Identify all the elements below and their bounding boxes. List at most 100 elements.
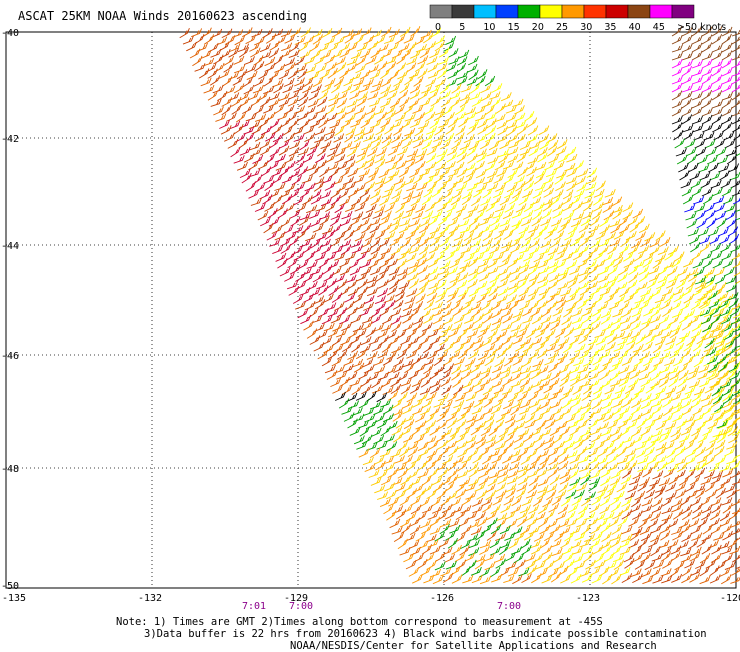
wind-barb — [450, 98, 460, 108]
wind-barb — [369, 470, 379, 478]
wind-barb — [222, 97, 232, 106]
wind-barb — [300, 119, 310, 129]
wind-barb — [428, 63, 438, 72]
wind-barb — [467, 279, 477, 288]
wind-barb — [506, 121, 517, 129]
wind-barb — [208, 43, 218, 52]
wind-barb — [415, 413, 425, 422]
wind-barb — [461, 525, 471, 535]
wind-barb — [422, 323, 432, 332]
wind-barb — [560, 526, 570, 534]
wind-barb — [260, 43, 270, 51]
wind-barb — [283, 85, 293, 93]
wind-barb — [449, 56, 460, 64]
wind-barb — [544, 357, 554, 365]
wind-barb — [289, 141, 299, 149]
wind-barb — [305, 106, 315, 115]
lon-label: -132 — [138, 593, 162, 604]
wind-barb — [582, 546, 593, 554]
wind-barb — [700, 576, 711, 584]
wind-barb — [723, 503, 732, 513]
wind-barb — [688, 163, 698, 172]
wind-barb — [558, 268, 569, 276]
wind-barb — [309, 91, 319, 100]
wind-barb — [309, 288, 319, 296]
wind-barb — [513, 309, 523, 317]
wind-barb — [299, 287, 310, 295]
wind-barb — [405, 296, 416, 304]
wind-barb — [662, 307, 672, 317]
wind-barb — [552, 548, 563, 556]
wind-barb — [258, 70, 268, 79]
wind-barb — [722, 76, 732, 84]
wind-barb — [476, 134, 486, 142]
wind-barb — [372, 79, 383, 87]
wind-barb — [560, 376, 569, 386]
wind-barb — [255, 183, 265, 192]
wind-barb — [271, 168, 281, 176]
wind-barb — [419, 224, 429, 233]
wind-barb — [427, 293, 437, 303]
wind-barb — [629, 378, 639, 387]
wind-barb — [477, 69, 487, 79]
wind-barb — [526, 490, 537, 498]
wind-barb — [393, 211, 403, 220]
wind-barb — [437, 489, 447, 499]
wind-barb — [655, 485, 666, 493]
wind-barb — [473, 231, 483, 240]
wind-barb — [317, 330, 327, 339]
wind-barb — [328, 163, 339, 171]
wind-barb — [727, 218, 737, 228]
wind-barb — [588, 419, 598, 428]
wind-barb — [681, 180, 691, 188]
wind-barb — [454, 232, 464, 240]
wind-barb — [650, 533, 660, 542]
wind-barb — [612, 197, 622, 206]
wind-barb — [553, 189, 563, 198]
scale-swatch — [474, 5, 496, 18]
wind-barb — [432, 476, 442, 485]
wind-barb — [712, 75, 722, 84]
scale-label: 10 — [483, 22, 495, 33]
wind-barb — [365, 154, 375, 163]
wind-barb — [345, 293, 355, 302]
wind-barb — [438, 69, 448, 79]
wind-barb — [713, 196, 724, 204]
wind-barb — [258, 211, 268, 220]
wind-barb — [353, 414, 364, 422]
wind-barb — [534, 533, 544, 542]
wind-barb — [290, 265, 300, 274]
wind-barb — [686, 212, 697, 220]
wind-barb — [674, 130, 684, 140]
wind-barb — [470, 239, 480, 248]
wind-barb — [427, 56, 437, 64]
wind-barb — [497, 330, 507, 339]
wind-barb — [651, 525, 661, 533]
wind-barb — [726, 283, 736, 292]
wind-barb — [625, 491, 635, 499]
wind-barb — [522, 573, 532, 582]
wind-barb — [451, 370, 460, 380]
wind-barb — [342, 141, 353, 149]
wind-barb — [430, 385, 440, 394]
wind-barb — [361, 377, 371, 387]
wind-barb — [575, 232, 585, 241]
wind-barb — [294, 161, 304, 171]
wind-barb — [604, 441, 614, 450]
wind-barb — [579, 380, 590, 388]
wind-barb — [401, 309, 412, 317]
lat-label: -46 — [1, 351, 19, 362]
wind-barb — [440, 91, 450, 100]
wind-barb — [671, 323, 681, 332]
wind-barb — [447, 153, 457, 163]
wind-barb — [507, 519, 517, 528]
wind-barb — [402, 400, 412, 409]
wind-barb — [321, 198, 331, 206]
wind-barb — [432, 187, 442, 197]
scale-label: 35 — [604, 22, 616, 33]
wind-barb — [490, 274, 500, 283]
wind-barb — [303, 294, 313, 303]
wind-barb — [383, 405, 393, 414]
wind-barb — [644, 490, 654, 499]
wind-barb — [704, 203, 714, 212]
